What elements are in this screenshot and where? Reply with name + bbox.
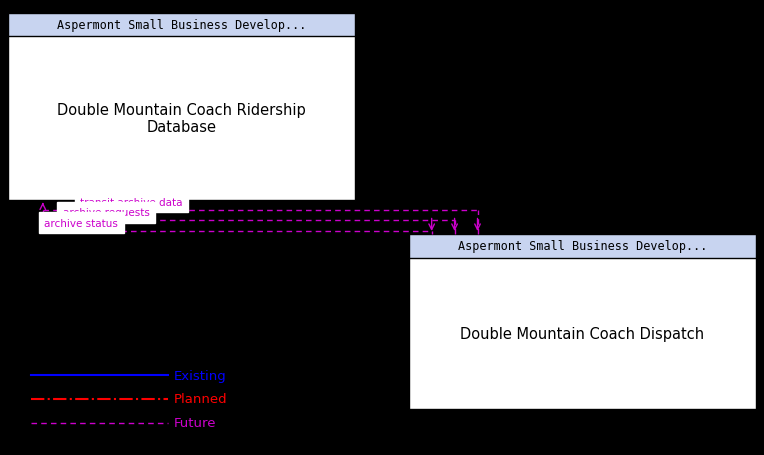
Text: Aspermont Small Business Develop...: Aspermont Small Business Develop... [57,19,306,32]
Text: Double Mountain Coach Ridership
Database: Double Mountain Coach Ridership Database [57,102,306,135]
Bar [8,14,355,37]
Bar [409,234,756,410]
Bar [8,14,355,200]
Bar [409,234,756,258]
Text: transit archive data: transit archive data [80,197,183,207]
Text: archive status: archive status [44,218,118,228]
Text: archive requests: archive requests [63,208,150,218]
Text: Future: Future [174,416,217,429]
Text: Aspermont Small Business Develop...: Aspermont Small Business Develop... [458,240,707,253]
Text: Double Mountain Coach Dispatch: Double Mountain Coach Dispatch [461,326,704,341]
Text: Existing: Existing [174,369,227,382]
Text: Planned: Planned [174,393,228,405]
